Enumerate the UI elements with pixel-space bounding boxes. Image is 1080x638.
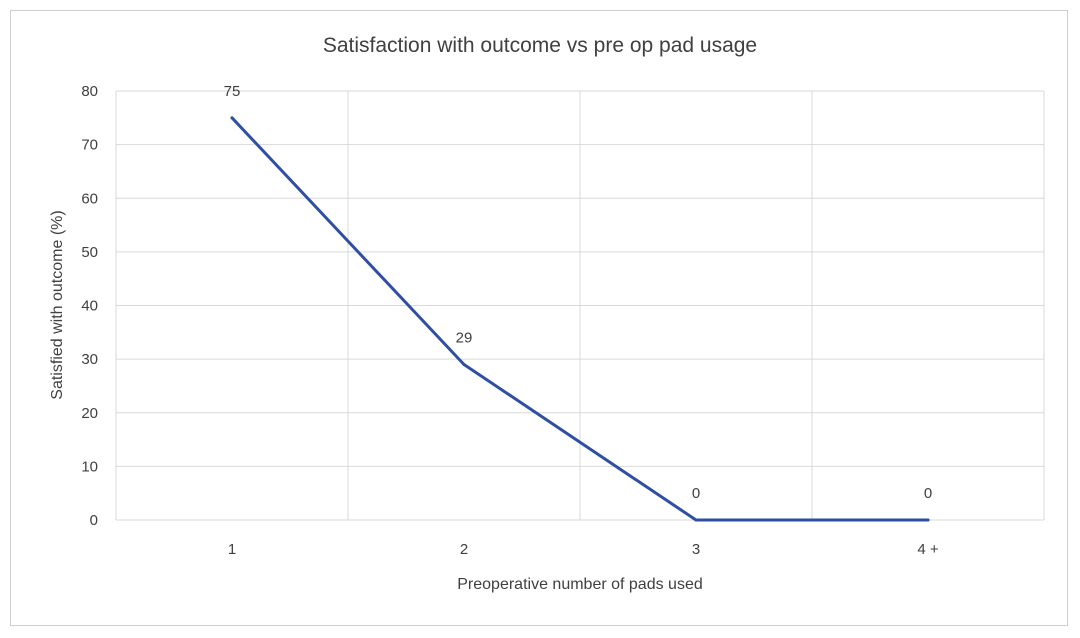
x-tick-label: 2	[460, 541, 468, 558]
data-point	[694, 518, 698, 522]
x-axis-ticks: 1 2 3 4 +	[228, 541, 939, 558]
grid	[115, 90, 1045, 521]
chart-title: Satisfaction with outcome vs pre op pad …	[323, 34, 757, 57]
x-tick-label: 4 +	[917, 541, 939, 558]
y-tick-label: 70	[81, 137, 98, 154]
y-tick-label: 80	[81, 83, 98, 100]
data-label: 29	[456, 329, 473, 346]
y-tick-label: 40	[81, 298, 98, 315]
chart-frame	[10, 10, 1068, 626]
y-axis-ticks: 0 10 20 30 40 50 60 70 80	[81, 83, 98, 529]
y-axis-label: Satisfied with outcome (%)	[49, 210, 66, 399]
y-tick-label: 20	[81, 405, 98, 422]
x-tick-label: 3	[692, 541, 700, 558]
data-labels: 75 29 0 0	[224, 83, 933, 502]
data-point	[926, 518, 930, 522]
data-label: 75	[224, 83, 241, 100]
data-point	[462, 362, 466, 366]
data-point	[230, 116, 234, 120]
y-tick-label: 30	[81, 351, 98, 368]
data-label: 0	[924, 485, 932, 502]
y-tick-label: 0	[90, 512, 98, 529]
y-tick-label: 10	[81, 458, 98, 475]
series-group	[230, 116, 930, 522]
x-axis-label: Preoperative number of pads used	[457, 576, 702, 593]
y-tick-label: 50	[81, 244, 98, 261]
x-tick-label: 1	[228, 541, 236, 558]
series-line	[230, 116, 930, 522]
y-tick-label: 60	[81, 190, 98, 207]
data-label: 0	[692, 485, 700, 502]
